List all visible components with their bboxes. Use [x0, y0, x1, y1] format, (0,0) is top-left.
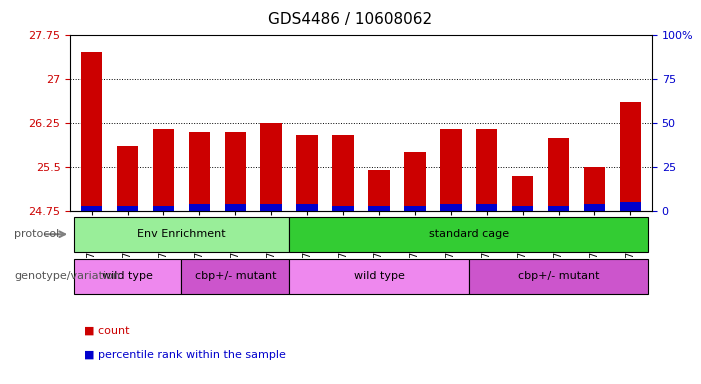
Bar — [368, 206, 390, 211]
Bar — [332, 206, 354, 211]
Text: cbp+/- mutant: cbp+/- mutant — [195, 271, 276, 281]
Bar — [440, 129, 461, 211]
Bar — [153, 206, 175, 211]
Bar — [368, 170, 390, 211]
Text: genotype/variation: genotype/variation — [14, 271, 120, 281]
Bar — [476, 204, 498, 211]
Bar — [224, 132, 246, 211]
Bar — [404, 206, 426, 211]
Bar — [404, 152, 426, 211]
Bar — [117, 206, 138, 211]
Bar — [261, 123, 282, 211]
Bar — [620, 102, 641, 211]
Bar — [476, 129, 498, 211]
Bar — [81, 52, 102, 211]
Text: GDS4486 / 10608062: GDS4486 / 10608062 — [268, 12, 433, 26]
Bar — [584, 167, 605, 211]
Bar — [117, 146, 138, 211]
FancyBboxPatch shape — [469, 259, 648, 294]
Bar — [512, 176, 533, 211]
Text: protocol: protocol — [14, 229, 60, 239]
Bar — [547, 137, 569, 211]
Bar — [261, 204, 282, 211]
Bar — [332, 135, 354, 211]
Text: ■ percentile rank within the sample: ■ percentile rank within the sample — [84, 350, 286, 360]
FancyBboxPatch shape — [182, 259, 290, 294]
Text: wild type: wild type — [353, 271, 404, 281]
Bar — [153, 129, 175, 211]
Bar — [547, 206, 569, 211]
Text: cbp+/- mutant: cbp+/- mutant — [518, 271, 599, 281]
Text: wild type: wild type — [102, 271, 153, 281]
Bar — [189, 204, 210, 211]
Bar — [224, 204, 246, 211]
Bar — [440, 204, 461, 211]
Bar — [81, 206, 102, 211]
FancyBboxPatch shape — [74, 217, 290, 252]
Text: ■ count: ■ count — [84, 325, 130, 335]
Bar — [584, 204, 605, 211]
FancyBboxPatch shape — [290, 259, 469, 294]
FancyBboxPatch shape — [74, 259, 182, 294]
Bar — [620, 202, 641, 211]
Bar — [512, 206, 533, 211]
Text: standard cage: standard cage — [429, 229, 509, 239]
Bar — [297, 204, 318, 211]
FancyBboxPatch shape — [290, 217, 648, 252]
Bar — [189, 132, 210, 211]
Text: Env Enrichment: Env Enrichment — [137, 229, 226, 239]
Bar — [297, 135, 318, 211]
